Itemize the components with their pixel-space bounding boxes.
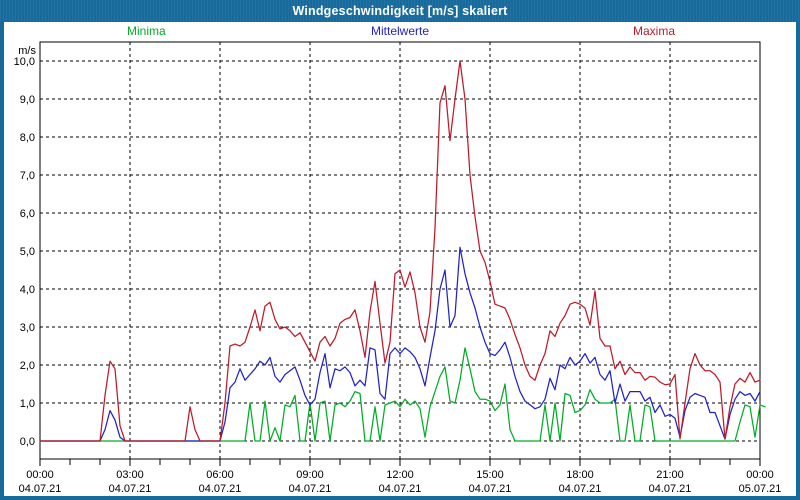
x-tick-date-label: 04.07.21 xyxy=(289,483,332,495)
x-tick-date-label: 04.07.21 xyxy=(109,483,152,495)
y-tick-label: 10,0 xyxy=(14,56,35,68)
x-tick-time-label: 03:00 xyxy=(116,469,144,481)
y-tick-label: 6,0 xyxy=(20,208,35,220)
y-tick-label: 3,0 xyxy=(20,322,35,334)
y-tick-label: 7,0 xyxy=(20,170,35,182)
x-tick-time-label: 21:00 xyxy=(656,469,684,481)
legend-maxima-label: Maxima xyxy=(633,24,676,38)
x-tick-date-label: 04.07.21 xyxy=(469,483,512,495)
x-tick-time-label: 00:00 xyxy=(26,469,54,481)
y-tick-label: 9,0 xyxy=(20,94,35,106)
y-tick-label: 8,0 xyxy=(20,132,35,144)
legend-mittelwerte-label: Mittelwerte xyxy=(370,24,429,38)
x-tick-time-label: 09:00 xyxy=(296,469,324,481)
y-tick-label: 4,0 xyxy=(20,284,35,296)
x-tick-date-label: 04.07.21 xyxy=(379,483,422,495)
x-tick-date-label: 04.07.21 xyxy=(19,483,62,495)
x-tick-date-label: 05.07.21 xyxy=(739,483,782,495)
y-tick-label: 1,0 xyxy=(20,398,35,410)
y-axis-unit-label: m/s xyxy=(18,45,36,57)
legend-minima-label: Minima xyxy=(127,24,166,38)
x-tick-time-label: 18:00 xyxy=(566,469,594,481)
plot-frame xyxy=(39,41,761,460)
x-tick-time-label: 06:00 xyxy=(206,469,234,481)
x-tick-time-label: 12:00 xyxy=(386,469,414,481)
x-tick-time-label: 00:00 xyxy=(746,469,774,481)
y-tick-label: 2,0 xyxy=(20,360,35,372)
x-tick-date-label: 04.07.21 xyxy=(559,483,602,495)
y-tick-label: 5,0 xyxy=(20,246,35,258)
x-tick-time-label: 15:00 xyxy=(476,469,504,481)
window-titlebar: Windgeschwindigkeit [m/s] skaliert xyxy=(0,0,800,22)
y-tick-label: 0,0 xyxy=(20,436,35,448)
wind-speed-chart: 0,0 1,0 2,0 3,0 4,0 5,0 6,0 7,0 8,0 9,0 10,0m/s 00:… xyxy=(14,41,782,495)
window-title: Windgeschwindigkeit [m/s] skaliert xyxy=(292,4,508,18)
series-line-minima xyxy=(39,347,766,442)
x-tick-date-label: 04.07.21 xyxy=(199,483,242,495)
series-line-maxima xyxy=(39,60,761,442)
chart-client-area: Minima Mittelwerte Maxima 0,0 1,0 2,0 3,0 4,… xyxy=(4,22,796,496)
chart-legend: Minima Mittelwerte Maxima xyxy=(4,24,796,42)
x-tick-date-label: 04.07.21 xyxy=(649,483,692,495)
